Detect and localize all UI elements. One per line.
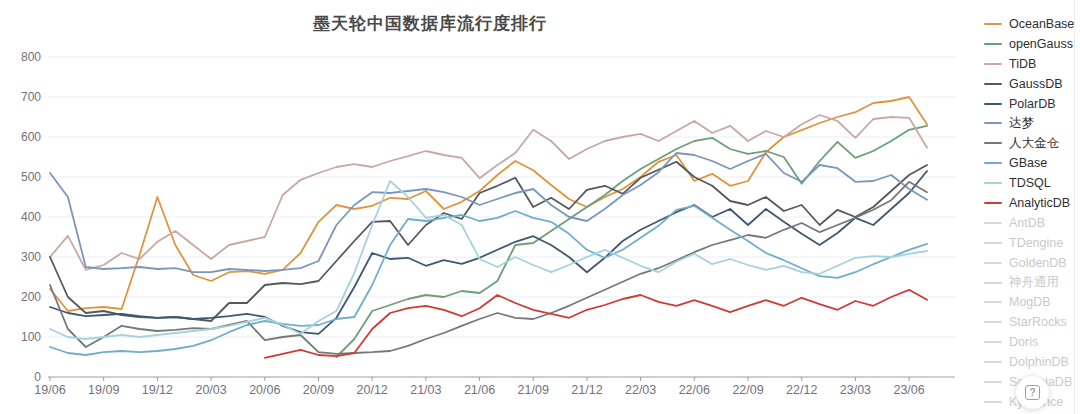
legend-label: MogDB [1009,295,1051,309]
y-axis-label: 600 [21,130,41,144]
legend-item[interactable]: Doris [984,332,1080,352]
legend-label: DolphinDB [1009,355,1069,369]
x-axis-label: 20/09 [303,383,334,397]
x-axis-label: 23/03 [840,383,871,397]
legend-item[interactable]: OceanBase [984,14,1080,34]
y-axis-label: 400 [21,210,41,224]
legend-item[interactable]: GBase [984,153,1080,173]
x-axis-label: 20/03 [195,383,226,397]
help-button[interactable]: ? [1016,376,1049,409]
legend-swatch-line [984,103,1002,105]
x-axis-label: 21/12 [571,383,602,397]
legend-item[interactable]: 人大金仓 [984,133,1080,153]
legend-label: AntDB [1009,216,1045,230]
legend-label: 达梦 [1009,115,1034,132]
x-axis-label: 22/09 [732,383,763,397]
legend-item[interactable]: AntDB [984,213,1080,233]
legend-swatch-line [984,381,1002,383]
x-axis-label: 20/06 [249,383,280,397]
x-axis-label: 19/06 [34,383,65,397]
legend-swatch-line [984,222,1002,224]
legend-swatch-line [984,301,1002,303]
y-axis-label: 0 [34,370,41,384]
legend-swatch-line [984,43,1002,45]
legend-item[interactable]: TDSQL [984,173,1080,193]
legend-item[interactable]: GoldenDB [984,253,1080,273]
x-axis-label: 23/06 [893,383,924,397]
legend-item[interactable]: TDengine [984,233,1080,253]
legend-item[interactable]: 达梦 [984,113,1080,133]
legend-item[interactable]: MogDB [984,292,1080,312]
line-chart: 0 100 200 300 400 500 600 700 800 19/06 19/09 19/12… [0,0,968,414]
legend-item[interactable]: GaussDB [984,74,1080,94]
legend-item[interactable]: TiDB [984,54,1080,74]
legend-label: 人大金仓 [1009,135,1059,152]
legend-swatch-line [984,63,1002,65]
legend-item[interactable]: DolphinDB [984,352,1080,372]
series-line-TiDB [50,115,927,270]
y-axis-label: 500 [21,170,41,184]
legend-swatch-line [984,361,1002,363]
legend-swatch-line [984,401,1002,403]
series-line-openGauss [336,126,927,357]
x-axis-label: 22/12 [786,383,817,397]
legend-label: OceanBase [1009,17,1074,31]
x-axis-label: 21/09 [518,383,549,397]
legend-label: TDengine [1009,236,1063,250]
legend-item[interactable]: AnalyticDB [984,193,1080,213]
x-axis-label: 21/03 [410,383,441,397]
legend-item[interactable]: StarRocks [984,312,1080,332]
legend-swatch-line [984,182,1002,184]
legend-item[interactable]: 神舟通用 [984,273,1080,293]
legend-label: AnalyticDB [1009,196,1070,210]
x-axis-label: 20/12 [357,383,388,397]
legend-label: GoldenDB [1009,256,1067,270]
legend-label: StarRocks [1009,315,1067,329]
y-axis-label: 300 [21,250,41,264]
legend-swatch-line [984,122,1002,124]
legend-swatch-line [984,242,1002,244]
legend-label: TiDB [1009,57,1036,71]
x-axis-label: 19/09 [88,383,119,397]
series-line-PolarDB [50,171,927,334]
y-axis-label: 100 [21,330,41,344]
legend-swatch-line [984,142,1002,144]
legend-swatch-line [984,83,1002,85]
x-axis-label: 21/06 [464,383,495,397]
x-axis-label: 19/12 [142,383,173,397]
x-axis-label: 22/06 [679,383,710,397]
y-axis-label: 800 [21,50,41,64]
legend-swatch-line [984,321,1002,323]
legend-swatch-line [984,262,1002,264]
y-axis-label: 200 [21,290,41,304]
legend-label: GBase [1009,156,1047,170]
legend-swatch-line [984,282,1002,284]
legend-item[interactable]: PolarDB [984,94,1080,114]
legend-label: PolarDB [1009,97,1056,111]
legend-label: Doris [1009,335,1038,349]
legend-label: TDSQL [1009,176,1051,190]
question-icon: ? [1025,385,1040,400]
right-edge-line [1074,0,1075,414]
y-axis-label: 700 [21,90,41,104]
x-axis-label: 22/03 [625,383,656,397]
legend-label: GaussDB [1009,77,1063,91]
legend-label: openGauss [1009,37,1073,51]
legend-item[interactable]: openGauss [984,34,1080,54]
chart-legend: OceanBase openGauss TiDB GaussDB PolarDB 达梦人大… [984,14,1080,414]
legend-swatch-line [984,162,1002,164]
legend-swatch-line [984,341,1002,343]
legend-swatch-line [984,23,1002,25]
legend-swatch-line [984,202,1002,204]
legend-label: 神舟通用 [1009,274,1059,291]
